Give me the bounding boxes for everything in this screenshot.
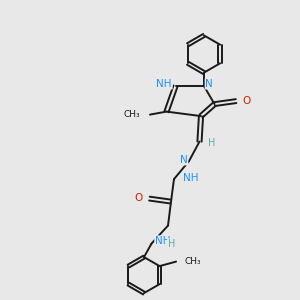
Text: H: H (208, 138, 215, 148)
Text: CH₃: CH₃ (124, 110, 140, 119)
Text: NH: NH (156, 79, 172, 89)
Text: O: O (135, 193, 143, 203)
Text: O: O (243, 95, 251, 106)
Text: N: N (206, 79, 213, 89)
Text: N: N (180, 154, 188, 165)
Text: NH: NH (155, 236, 171, 246)
Text: NH: NH (183, 172, 199, 183)
Text: H: H (168, 239, 176, 249)
Text: CH₃: CH₃ (184, 257, 201, 266)
